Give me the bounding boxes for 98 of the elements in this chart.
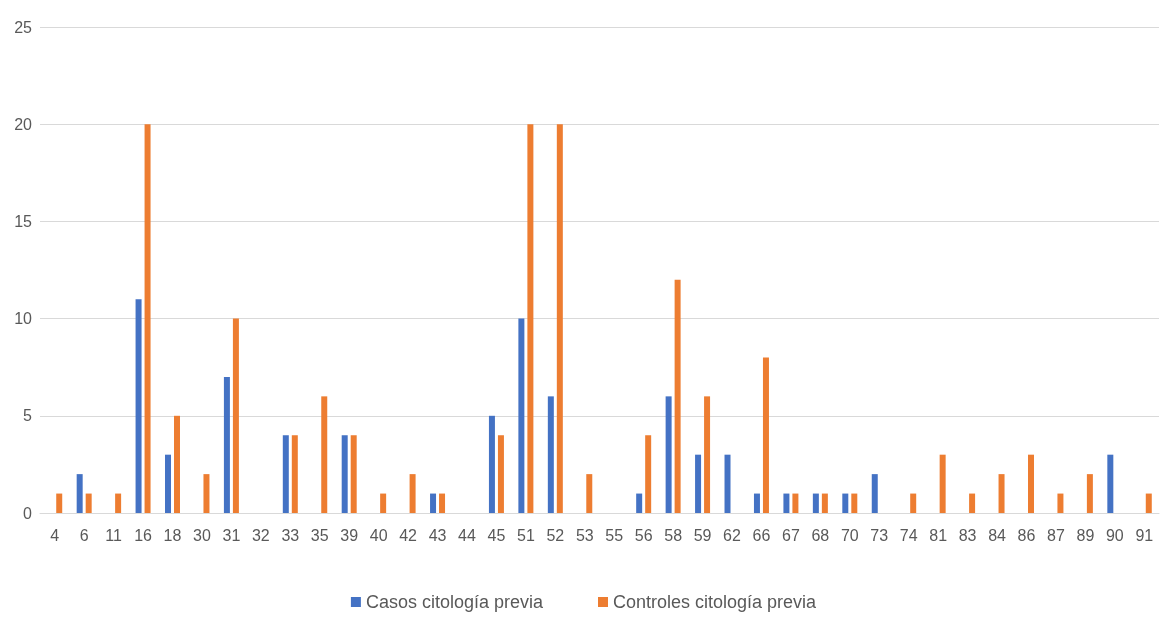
- x-tick-label: 56: [634, 526, 653, 544]
- bar: [1086, 474, 1093, 513]
- x-tick-label: 32: [251, 526, 270, 544]
- bar: [135, 299, 142, 513]
- bar: [636, 493, 643, 513]
- bar: [174, 415, 181, 513]
- bar: [341, 435, 348, 513]
- bar: [1027, 454, 1034, 513]
- bar: [762, 357, 769, 513]
- bar: [1145, 493, 1152, 513]
- bar: [1107, 454, 1114, 513]
- bar: [851, 493, 858, 513]
- x-tick-label: 33: [281, 526, 300, 544]
- x-tick-label: 87: [1047, 526, 1065, 544]
- x-tick-label: 45: [487, 526, 506, 544]
- bar: [76, 474, 83, 513]
- bar: [842, 493, 849, 513]
- x-tick-label: 89: [1076, 526, 1095, 544]
- bar: [939, 454, 946, 513]
- x-tick-label: 18: [163, 526, 182, 544]
- bar: [409, 474, 416, 513]
- x-tick-label: 40: [369, 526, 388, 544]
- bar: [556, 124, 563, 513]
- bar: [812, 493, 819, 513]
- x-tick-label: 58: [664, 526, 683, 544]
- x-tick-label: 67: [782, 526, 800, 544]
- bar: [665, 396, 672, 513]
- bar: [165, 454, 172, 513]
- x-tick-label: 68: [811, 526, 830, 544]
- bar: [753, 493, 760, 513]
- bar: [998, 474, 1005, 513]
- x-tick-label: 43: [428, 526, 447, 544]
- bar: [291, 435, 298, 513]
- bar: [783, 493, 790, 513]
- bar: [724, 454, 731, 513]
- x-tick-label: 74: [899, 526, 918, 544]
- bar: [969, 493, 976, 513]
- y-tick-label: 10: [14, 310, 33, 328]
- bar: [674, 279, 681, 513]
- x-tick-label: 16: [134, 526, 153, 544]
- bar: [115, 493, 122, 513]
- x-tick-label: 4: [50, 526, 60, 544]
- bar: [203, 474, 210, 513]
- bar: [144, 124, 151, 513]
- bar: [439, 493, 446, 513]
- x-tick-label: 6: [79, 526, 89, 544]
- bar: [232, 318, 239, 513]
- bar: [645, 435, 652, 513]
- x-tick-label: 90: [1105, 526, 1124, 544]
- x-tick-label: 83: [958, 526, 977, 544]
- legend-label: Controles citología previa: [612, 592, 818, 612]
- x-tick-label: 11: [105, 526, 123, 544]
- x-tick-label: 86: [1017, 526, 1036, 544]
- x-tick-label: 59: [693, 526, 712, 544]
- bar: [547, 396, 554, 513]
- legend-label: Casos citología previa: [365, 592, 544, 612]
- bar: [430, 493, 437, 513]
- x-tick-label: 55: [605, 526, 624, 544]
- x-tick-label: 44: [458, 526, 476, 544]
- y-tick-label: 0: [23, 504, 33, 522]
- bar: [1057, 493, 1064, 513]
- x-tick-label: 35: [310, 526, 329, 544]
- x-tick-label: 42: [399, 526, 418, 544]
- bar: [527, 124, 534, 513]
- x-tick-label: 70: [840, 526, 859, 544]
- y-tick-label: 15: [14, 212, 33, 230]
- y-tick-label: 25: [14, 18, 33, 36]
- x-tick-label: 51: [516, 526, 535, 544]
- y-tick-label: 5: [23, 407, 33, 425]
- bar: [821, 493, 828, 513]
- x-tick-label: 53: [575, 526, 594, 544]
- x-tick-label: 66: [752, 526, 771, 544]
- bar: [910, 493, 917, 513]
- x-tick-label: 31: [222, 526, 241, 544]
- x-tick-label: 91: [1135, 526, 1154, 544]
- bar: [518, 318, 525, 513]
- bar: [350, 435, 357, 513]
- x-tick-label: 84: [988, 526, 1007, 544]
- bar: [282, 435, 289, 513]
- x-tick-label: 52: [546, 526, 565, 544]
- x-tick-label: 30: [193, 526, 211, 544]
- bar: [586, 474, 593, 513]
- bar: [56, 493, 63, 513]
- bar: [488, 415, 495, 513]
- bar: [704, 396, 711, 513]
- bar: [85, 493, 92, 513]
- bar: [497, 435, 504, 513]
- bar: [792, 493, 799, 513]
- bar: [380, 493, 387, 513]
- x-tick-label: 39: [340, 526, 359, 544]
- bar: [871, 474, 878, 513]
- bar: [223, 376, 230, 513]
- y-tick-label: 20: [14, 115, 33, 133]
- bar: [695, 454, 702, 513]
- bar: [321, 396, 328, 513]
- x-tick-label: 62: [723, 526, 742, 544]
- x-tick-label: 73: [870, 526, 889, 544]
- x-tick-label: 81: [929, 526, 948, 544]
